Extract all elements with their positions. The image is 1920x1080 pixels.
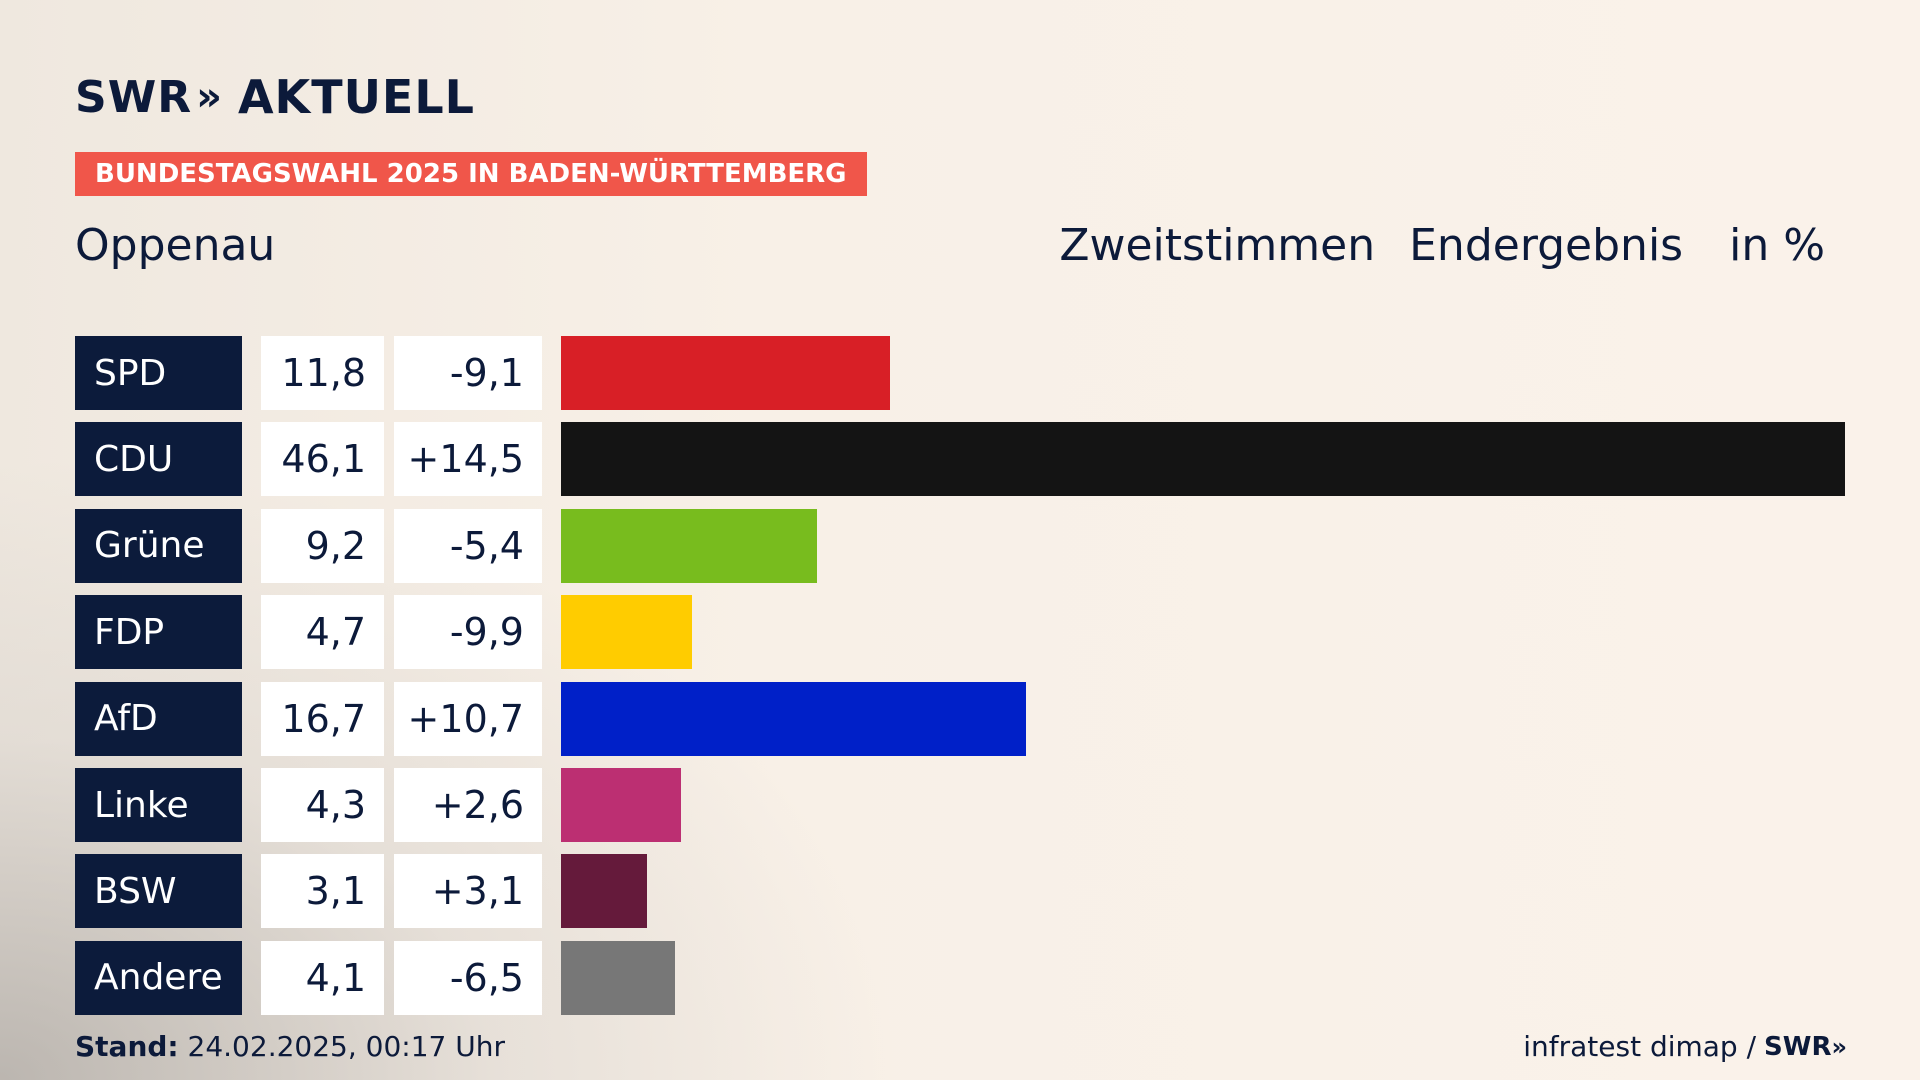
party-label: Andere	[75, 940, 242, 1015]
timestamp: Stand: 24.02.2025, 00:17 Uhr	[75, 1030, 505, 1063]
swr-aktuell-logo: SWR » AKTUELL	[75, 70, 475, 124]
vote-share-value: 3,1	[261, 854, 384, 929]
region-title: Oppenau	[75, 220, 276, 271]
double-chevron-icon: »	[196, 74, 222, 120]
chart-header: Zweitstimmen Endergebnis in %	[1059, 220, 1825, 271]
result-bar	[561, 336, 890, 410]
vote-change-value: -5,4	[394, 508, 542, 583]
stand-value: 24.02.2025, 00:17 Uhr	[187, 1030, 505, 1063]
vote-type-label: Zweitstimmen	[1059, 220, 1376, 271]
swr-logo: SWR »	[75, 71, 222, 123]
result-bar	[561, 422, 1845, 497]
result-bar	[561, 854, 647, 929]
stand-label: Stand:	[75, 1030, 179, 1063]
election-banner: BUNDESTAGSWAHL 2025 IN BADEN-WÜRTTEMBERG	[75, 152, 867, 196]
aktuell-wordmark: AKTUELL	[237, 70, 475, 124]
vote-change-value: +10,7	[394, 681, 542, 756]
result-bar	[561, 940, 675, 1015]
party-label: Linke	[75, 768, 242, 842]
source-credit: infratest dimap / SWR»	[1523, 1030, 1847, 1063]
unit-label: in %	[1729, 220, 1825, 271]
party-label: Grüne	[75, 508, 242, 583]
swr-small-wordmark: SWR	[1764, 1031, 1832, 1062]
vote-share-value: 11,8	[261, 336, 384, 410]
swr-small-logo: SWR»	[1764, 1031, 1847, 1062]
party-label: BSW	[75, 854, 242, 929]
result-status-label: Endergebnis	[1409, 220, 1684, 271]
vote-share-value: 4,3	[261, 768, 384, 842]
party-label: SPD	[75, 336, 242, 410]
result-bar	[561, 595, 692, 670]
vote-share-value: 4,7	[261, 595, 384, 670]
vote-share-value: 16,7	[261, 681, 384, 756]
swr-wordmark: SWR	[75, 71, 193, 123]
party-label: AfD	[75, 681, 242, 756]
party-label: FDP	[75, 595, 242, 670]
vote-change-value: -6,5	[394, 940, 542, 1015]
vote-share-value: 9,2	[261, 508, 384, 583]
double-chevron-small-icon: »	[1831, 1032, 1846, 1061]
vote-change-value: +2,6	[394, 768, 542, 842]
vote-change-value: -9,1	[394, 336, 542, 410]
vote-change-value: +14,5	[394, 422, 542, 497]
vote-change-value: -9,9	[394, 595, 542, 670]
result-bar	[561, 681, 1026, 756]
result-bar	[561, 768, 681, 842]
result-bar	[561, 508, 817, 583]
vote-share-value: 46,1	[261, 422, 384, 497]
party-label: CDU	[75, 422, 242, 497]
source-label: infratest dimap /	[1523, 1030, 1757, 1063]
vote-change-value: +3,1	[394, 854, 542, 929]
vote-share-value: 4,1	[261, 940, 384, 1015]
